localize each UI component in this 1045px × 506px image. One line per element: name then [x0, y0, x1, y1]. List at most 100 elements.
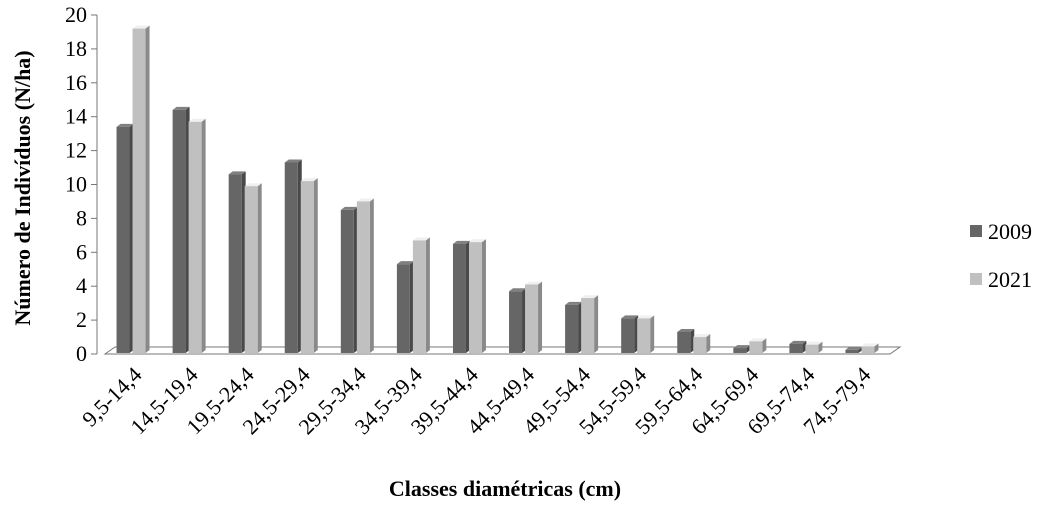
bar-2021-29,5-34,4 [356, 198, 374, 353]
bar-side [762, 338, 767, 353]
bar-top [733, 345, 751, 349]
bar-top [845, 346, 863, 350]
bar-top [509, 288, 527, 292]
bar-front [565, 304, 579, 353]
bar-2009-14,5-19,4 [172, 106, 190, 353]
bar-front [244, 186, 258, 353]
bar-front [861, 346, 875, 353]
y-tick-label: 18 [65, 36, 87, 61]
y-tick-label: 6 [76, 239, 87, 264]
bar-front [677, 331, 691, 353]
bar-side [650, 315, 655, 353]
bar-front [621, 318, 635, 353]
bar-2021-74,5-79,4 [861, 343, 879, 353]
bar-front [132, 28, 146, 354]
bar-top [677, 328, 695, 332]
bar-2021-39,5-44,4 [468, 239, 486, 353]
chart-floor [103, 346, 902, 355]
bar-front [805, 344, 819, 353]
bar-top [805, 341, 823, 345]
bar-2009-44,5-49,4 [509, 288, 527, 353]
bar-top [172, 106, 190, 110]
bar-top [861, 343, 879, 347]
bar-2021-14,5-19,4 [188, 118, 206, 353]
bar-2021-59,5-64,4 [693, 334, 711, 353]
bar-2009-54,5-59,4 [621, 315, 639, 353]
bar-2021-24,5-29,4 [300, 178, 318, 353]
bar-top [621, 315, 639, 319]
bar-top [356, 198, 374, 202]
bar-top [637, 315, 655, 319]
bar-top [749, 338, 767, 342]
bar-front [340, 209, 354, 353]
bar-front [468, 242, 482, 353]
bar-front [300, 181, 314, 353]
y-tick-label: 8 [76, 205, 87, 230]
bar-top [581, 295, 599, 299]
y-axis: 0 2 4 6 8 10 12 14 16 18 20 [65, 2, 98, 366]
bar-top [789, 340, 807, 344]
bars [116, 25, 879, 354]
y-tick-label: 0 [76, 341, 87, 366]
bar-front [509, 291, 523, 353]
bar-2009-39,5-44,4 [452, 240, 470, 353]
bar-2021-69,5-74,4 [805, 341, 823, 353]
legend-label-2009: 2009 [988, 219, 1032, 244]
bar-top [396, 261, 414, 265]
bar-side [874, 343, 879, 353]
bar-side [201, 118, 206, 353]
bar-front [284, 162, 298, 353]
bar-top [693, 334, 711, 338]
bar-2009-29,5-34,4 [340, 206, 358, 353]
bar-2009-9,5-14,4 [116, 123, 134, 354]
bar-side [313, 178, 318, 353]
y-tick-label: 12 [65, 138, 87, 163]
bar-side [257, 183, 262, 353]
bar-side [706, 334, 711, 353]
bar-front [845, 349, 859, 353]
bar-top [188, 118, 206, 122]
bar-front [356, 201, 370, 353]
bar-top [244, 183, 262, 187]
bar-front [749, 341, 763, 353]
bar-top [340, 206, 358, 210]
bar-top [300, 178, 318, 182]
bar-front [116, 126, 130, 354]
bar-front [172, 109, 186, 353]
bar-side [538, 281, 543, 353]
bar-front [228, 174, 242, 353]
floor-plane [103, 346, 902, 355]
bar-2009-19,5-24,4 [228, 171, 246, 353]
bar-side [369, 198, 374, 353]
bar-top [565, 301, 583, 305]
y-axis-title: Número de Indivíduos (N/ha) [10, 50, 35, 325]
bar-front [525, 284, 539, 353]
bar-2009-64,5-69,4 [733, 345, 751, 353]
bar-2021-9,5-14,4 [132, 25, 150, 354]
x-axis-ticks: 9,5-14,414,5-19,419,5-24,424,5-29,429,5-… [77, 362, 875, 439]
legend-swatch-2009 [970, 225, 982, 237]
bar-2009-24,5-29,4 [284, 159, 302, 353]
y-tick-label: 10 [65, 172, 87, 197]
bar-top [468, 239, 486, 243]
bar-2009-34,5-39,4 [396, 261, 414, 353]
bar-2021-19,5-24,4 [244, 183, 262, 353]
bar-2009-69,5-74,4 [789, 340, 807, 353]
bar-front [396, 264, 410, 353]
y-tick-label: 4 [76, 273, 87, 298]
bar-top [525, 281, 543, 285]
legend-label-2021: 2021 [988, 267, 1032, 292]
bar-2021-49,5-54,4 [581, 295, 599, 353]
bar-front [452, 243, 466, 353]
bar-side [594, 295, 599, 353]
y-tick-label: 2 [76, 307, 87, 332]
bar-front [188, 121, 202, 353]
bar-side [481, 239, 486, 353]
bar-2009-59,5-64,4 [677, 328, 695, 353]
bar-front [412, 240, 426, 353]
bar-top [284, 159, 302, 163]
y-tick-label: 20 [65, 2, 87, 27]
bar-top [412, 237, 430, 241]
x-axis-title: Classes diamétricas (cm) [389, 476, 621, 501]
